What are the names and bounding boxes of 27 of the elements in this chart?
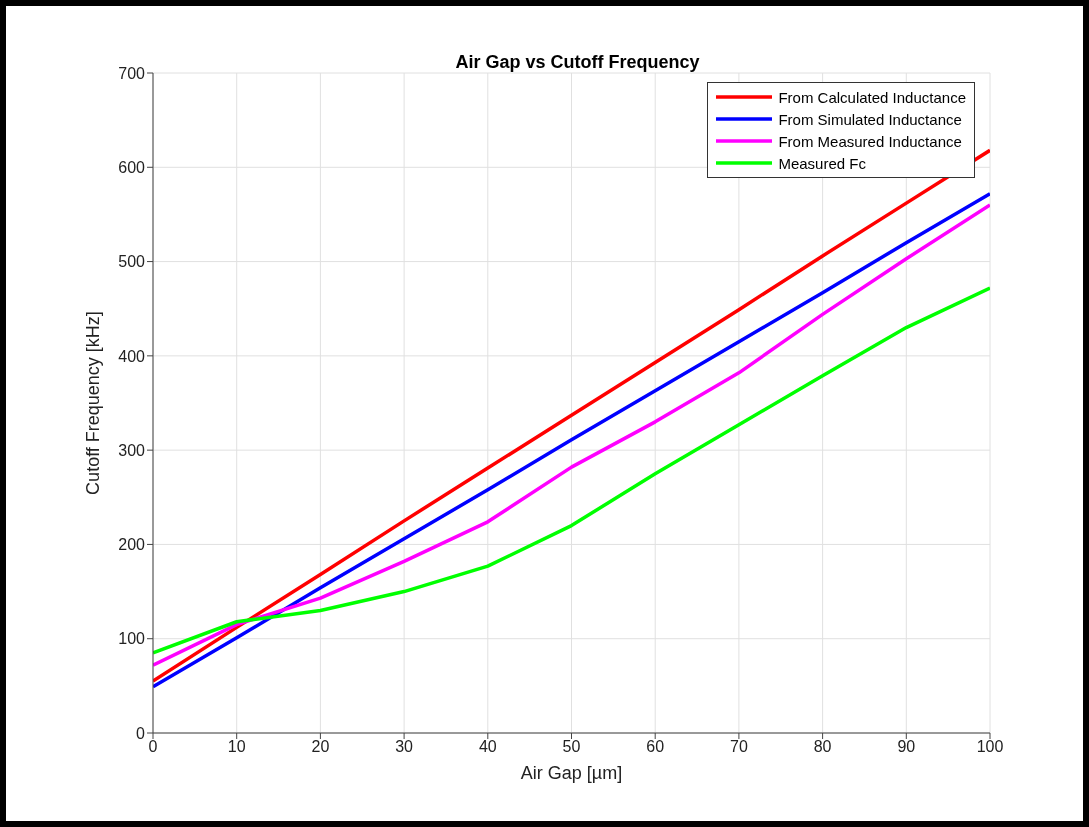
y-tick-label: 600: [118, 158, 146, 176]
x-tick-label: 50: [562, 738, 581, 756]
legend-label: From Measured Inductance: [778, 132, 962, 150]
y-tick-label: 700: [118, 64, 146, 82]
y-tick-label: 100: [118, 630, 146, 648]
legend-label: From Simulated Inductance: [778, 110, 962, 128]
x-tick-label: 0: [148, 738, 158, 756]
x-tick-label: 60: [646, 738, 665, 756]
x-tick-label: 100: [976, 738, 1004, 756]
line-series: [153, 286, 990, 655]
x-tick-label: 70: [730, 738, 748, 756]
x-tick-label: 40: [478, 738, 497, 756]
y-tick-label: 0: [136, 724, 146, 742]
chart-title: Air Gap vs Cutoff Frequency: [454, 52, 701, 73]
x-axis-title: Air Gap [µm]: [520, 763, 623, 783]
legend-label: Measured Fc: [778, 154, 866, 172]
y-tick-label: 300: [118, 441, 146, 459]
x-tick-label: 30: [395, 738, 414, 756]
x-tick-label: 80: [813, 738, 832, 756]
y-axis-title: Cutoff Frequency [kHz]: [83, 311, 104, 495]
y-tick-label: 200: [118, 536, 146, 554]
y-tick-label: 400: [118, 347, 146, 365]
x-tick-label: 90: [897, 738, 916, 756]
x-tick-label: 20: [311, 738, 330, 756]
y-tick-label: 500: [118, 253, 146, 271]
x-tick-label: 10: [227, 738, 246, 756]
legend-label: From Calculated Inductance: [778, 88, 966, 106]
